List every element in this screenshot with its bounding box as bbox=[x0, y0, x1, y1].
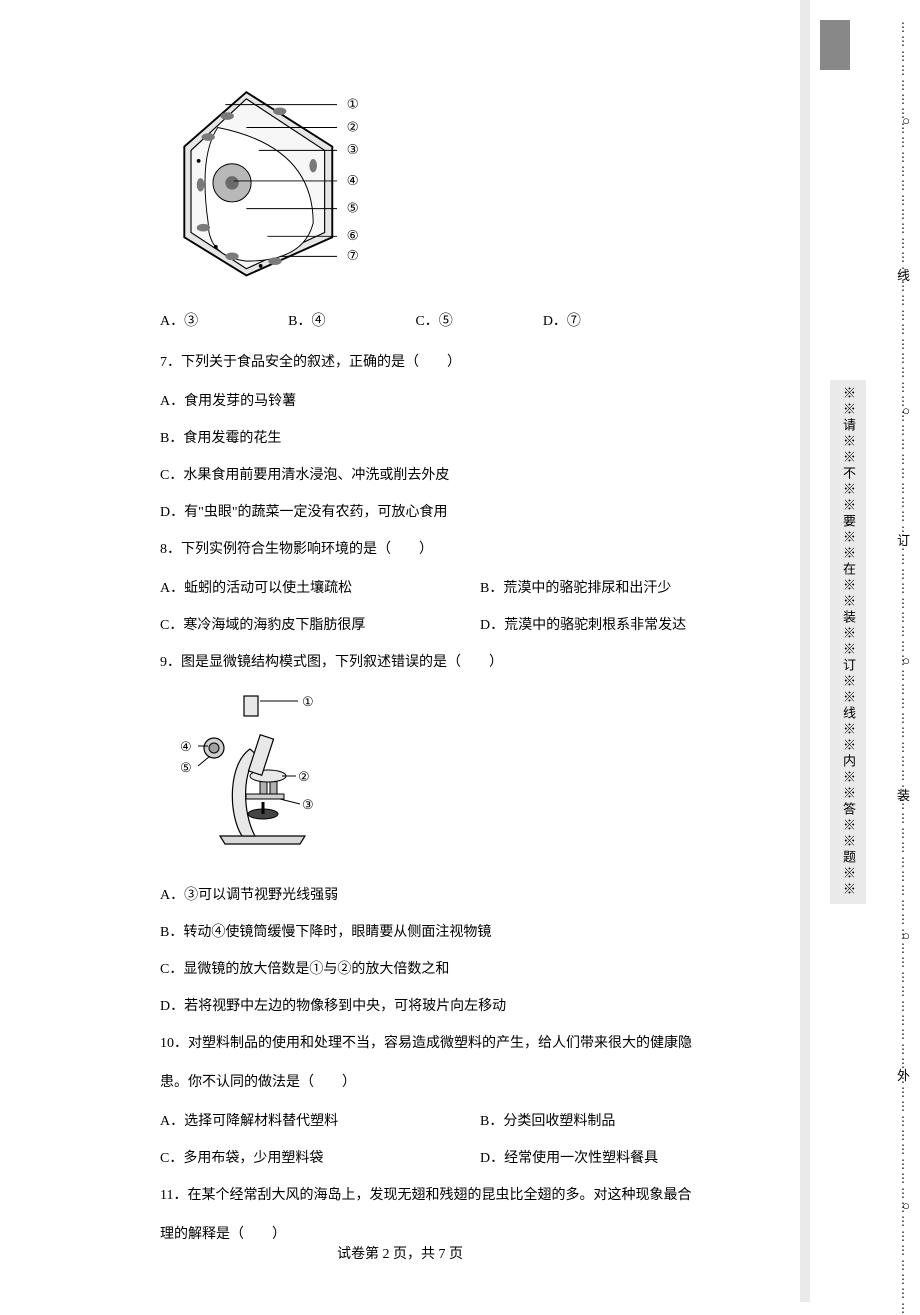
microscope-diagram: ① ② ③ ④ ⑤ bbox=[170, 684, 800, 868]
q8-opt-b: B．荒漠中的骆驼排尿和出汗少 bbox=[480, 571, 800, 606]
margin-warning-text: ※※请※※不※※要※※在※※装※※订※※线※※内※※答※※题※※ bbox=[830, 380, 867, 904]
q10-opt-b: B．分类回收塑料制品 bbox=[480, 1104, 800, 1139]
q10-opt-d: D．经常使用一次性塑料餐具 bbox=[480, 1141, 800, 1176]
q9-stem: 9．图是显微镜结构模式图，下列叙述错误的是（ ） bbox=[160, 645, 800, 680]
svg-text:⑦: ⑦ bbox=[347, 248, 359, 263]
q7-opt-c: C．水果食用前要用清水浸泡、冲洗或削去外皮 bbox=[160, 458, 800, 493]
q9-opt-d: D．若将视野中左边的物像移到中央，可将玻片向左移动 bbox=[160, 989, 800, 1024]
cell-diagram: ① ② ③ ④ ⑤ ⑥ ⑦ bbox=[170, 80, 800, 294]
q10-opt-a: A．选择可降解材料替代塑料 bbox=[160, 1104, 480, 1139]
q6-opt-c: C．⑤ bbox=[415, 304, 452, 339]
svg-text:③: ③ bbox=[302, 797, 314, 812]
q7-opt-d: D．有"虫眼"的蔬菜一定没有农药，可放心食用 bbox=[160, 495, 800, 530]
content-area: ① ② ③ ④ ⑤ ⑥ ⑦ A．③ B．④ C．⑤ D．⑦ 7．下列关于食品安全… bbox=[160, 0, 800, 1252]
svg-text:④: ④ bbox=[347, 173, 359, 188]
q6-opt-a: A．③ bbox=[160, 304, 198, 339]
q8-opt-c: C．寒冷海域的海豹皮下脂肪很厚 bbox=[160, 608, 480, 643]
q8-options: A．蚯蚓的活动可以使土壤疏松 B．荒漠中的骆驼排尿和出汗少 C．寒冷海域的海豹皮… bbox=[160, 571, 800, 645]
q7-opt-b: B．食用发霉的花生 bbox=[160, 421, 800, 456]
q6-opt-d: D．⑦ bbox=[543, 304, 581, 339]
svg-text:⑤: ⑤ bbox=[347, 200, 359, 215]
q10-opt-c: C．多用布袋，少用塑料袋 bbox=[160, 1141, 480, 1176]
q8-stem: 8．下列实例符合生物影响环境的是（ ） bbox=[160, 532, 800, 567]
svg-text:①: ① bbox=[347, 96, 359, 111]
svg-text:④: ④ bbox=[180, 739, 192, 754]
q11-stem-1: 11．在某个经常刮大风的海岛上，发现无翅和残翅的昆虫比全翅的多。对这种现象最合 bbox=[160, 1178, 800, 1213]
q6-options: A．③ B．④ C．⑤ D．⑦ bbox=[160, 304, 800, 339]
svg-text:②: ② bbox=[298, 769, 310, 784]
q8-opt-d: D．荒漠中的骆驼刺根系非常发达 bbox=[480, 608, 800, 643]
margin-stripe bbox=[800, 0, 810, 1302]
q10-stem-2: 患。你不认同的做法是（ ） bbox=[160, 1065, 800, 1100]
q10-options: A．选择可降解材料替代塑料 B．分类回收塑料制品 C．多用布袋，少用塑料袋 D．… bbox=[160, 1104, 800, 1178]
q8-opt-a: A．蚯蚓的活动可以使土壤疏松 bbox=[160, 571, 480, 606]
q9-opt-a: A．③可以调节视野光线强弱 bbox=[160, 878, 800, 913]
svg-text:⑥: ⑥ bbox=[347, 228, 359, 243]
q9-opt-b: B．转动④使镜筒缓慢下降时，眼睛要从侧面注视物镜 bbox=[160, 915, 800, 950]
svg-text:①: ① bbox=[302, 694, 314, 709]
margin-block bbox=[820, 20, 850, 70]
q6-opt-b: B．④ bbox=[288, 304, 325, 339]
page-footer: 试卷第 2 页，共 7 页 bbox=[0, 1237, 800, 1272]
svg-text:③: ③ bbox=[347, 142, 359, 157]
q7-opt-a: A．食用发芽的马铃薯 bbox=[160, 384, 800, 419]
q9-opt-c: C．显微镜的放大倍数是①与②的放大倍数之和 bbox=[160, 952, 800, 987]
q7-stem: 7．下列关于食品安全的叙述，正确的是（ ） bbox=[160, 345, 800, 380]
svg-text:⑤: ⑤ bbox=[180, 760, 192, 775]
svg-text:②: ② bbox=[347, 119, 359, 134]
margin-dotted-line: ⋮ ⋮ ⋮ ⋮ ⋮ ⋮ ⋮ ⋮ ⋮ ⋮ ⋮ ⋮ ⋮ ⋮ ⋮ ⋮ ⋮ ⋮ ⋮ ⋮ … bbox=[896, 20, 910, 1315]
binding-margin: ※※请※※不※※要※※在※※装※※订※※线※※内※※答※※题※※ ○ 线 ○ 订… bbox=[800, 0, 920, 1302]
q10-stem-1: 10．对塑料制品的使用和处理不当，容易造成微塑料的产生，给人们带来很大的健康隐 bbox=[160, 1026, 800, 1061]
